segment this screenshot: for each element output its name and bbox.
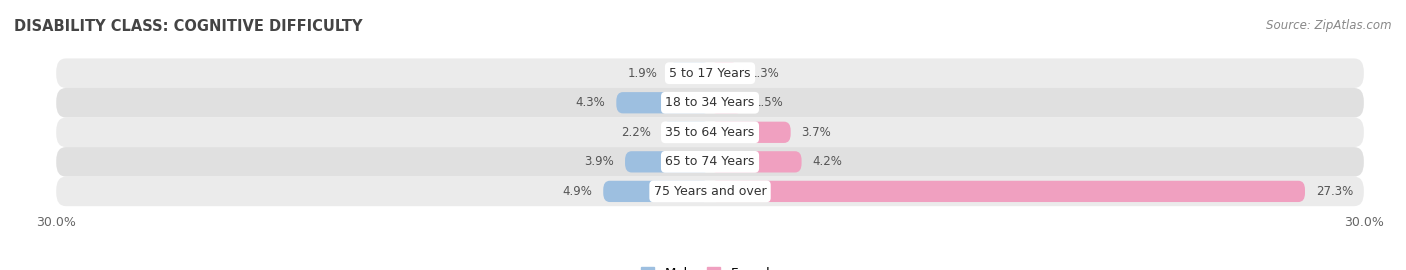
- FancyBboxPatch shape: [56, 177, 1364, 206]
- Legend: Male, Female: Male, Female: [636, 262, 785, 270]
- Text: 65 to 74 Years: 65 to 74 Years: [665, 155, 755, 168]
- Text: 3.9%: 3.9%: [585, 155, 614, 168]
- FancyBboxPatch shape: [56, 147, 1364, 177]
- FancyBboxPatch shape: [626, 151, 710, 173]
- FancyBboxPatch shape: [710, 63, 738, 84]
- Text: 4.9%: 4.9%: [562, 185, 592, 198]
- FancyBboxPatch shape: [669, 63, 710, 84]
- Text: Source: ZipAtlas.com: Source: ZipAtlas.com: [1267, 19, 1392, 32]
- FancyBboxPatch shape: [710, 92, 742, 113]
- FancyBboxPatch shape: [710, 151, 801, 173]
- FancyBboxPatch shape: [56, 117, 1364, 147]
- Text: 3.7%: 3.7%: [801, 126, 831, 139]
- Text: 35 to 64 Years: 35 to 64 Years: [665, 126, 755, 139]
- Text: 27.3%: 27.3%: [1316, 185, 1353, 198]
- Text: 18 to 34 Years: 18 to 34 Years: [665, 96, 755, 109]
- Text: 75 Years and over: 75 Years and over: [654, 185, 766, 198]
- FancyBboxPatch shape: [603, 181, 710, 202]
- FancyBboxPatch shape: [56, 88, 1364, 117]
- Text: 5 to 17 Years: 5 to 17 Years: [669, 67, 751, 80]
- Text: 1.5%: 1.5%: [754, 96, 783, 109]
- Text: 1.3%: 1.3%: [749, 67, 779, 80]
- Text: 1.9%: 1.9%: [628, 67, 658, 80]
- Text: 4.2%: 4.2%: [813, 155, 842, 168]
- Text: DISABILITY CLASS: COGNITIVE DIFFICULTY: DISABILITY CLASS: COGNITIVE DIFFICULTY: [14, 19, 363, 34]
- FancyBboxPatch shape: [56, 58, 1364, 88]
- FancyBboxPatch shape: [616, 92, 710, 113]
- FancyBboxPatch shape: [662, 122, 710, 143]
- FancyBboxPatch shape: [710, 181, 1305, 202]
- Text: 4.3%: 4.3%: [575, 96, 606, 109]
- Text: 2.2%: 2.2%: [621, 126, 651, 139]
- FancyBboxPatch shape: [710, 122, 790, 143]
